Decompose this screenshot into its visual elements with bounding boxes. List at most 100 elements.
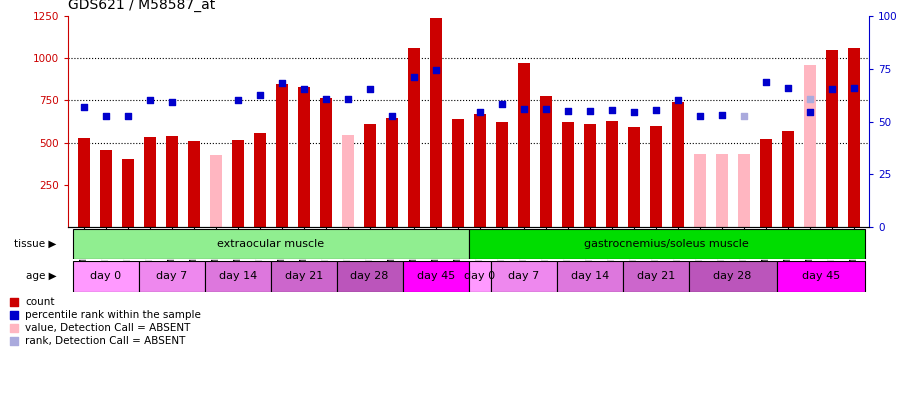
- Text: extraocular muscle: extraocular muscle: [217, 239, 324, 249]
- Bar: [693, 154, 705, 227]
- Point: [275, 79, 289, 86]
- Point: [318, 96, 333, 102]
- Bar: [166, 136, 177, 227]
- Point: [165, 99, 179, 105]
- Bar: [469, 229, 864, 259]
- Bar: [122, 159, 134, 227]
- Bar: [847, 48, 860, 227]
- Bar: [209, 155, 222, 227]
- Point: [297, 85, 311, 92]
- Bar: [496, 122, 508, 227]
- Point: [270, 256, 285, 263]
- Text: gastrocnemius/soleus muscle: gastrocnemius/soleus muscle: [584, 239, 749, 249]
- Bar: [138, 261, 205, 292]
- Point: [362, 85, 377, 92]
- Text: value, Detection Call = ABSENT: value, Detection Call = ABSENT: [25, 323, 190, 333]
- Point: [142, 97, 157, 104]
- Point: [758, 79, 773, 85]
- Point: [384, 112, 399, 119]
- Point: [120, 112, 135, 119]
- Point: [648, 107, 662, 113]
- Text: day 28: day 28: [350, 271, 389, 281]
- Point: [270, 137, 285, 143]
- Bar: [473, 114, 486, 227]
- Point: [582, 108, 597, 115]
- Bar: [622, 261, 689, 292]
- Text: count: count: [25, 297, 55, 307]
- Text: day 14: day 14: [218, 271, 257, 281]
- Point: [781, 85, 795, 91]
- Text: day 0: day 0: [464, 271, 495, 281]
- Bar: [760, 139, 772, 227]
- Bar: [490, 261, 557, 292]
- Bar: [386, 118, 398, 227]
- Bar: [825, 50, 838, 227]
- Bar: [540, 96, 551, 227]
- Bar: [451, 119, 464, 227]
- Bar: [557, 261, 622, 292]
- Bar: [73, 261, 138, 292]
- Point: [230, 96, 245, 103]
- Point: [604, 107, 619, 113]
- Point: [671, 96, 685, 103]
- Point: [736, 112, 751, 119]
- Bar: [469, 261, 490, 292]
- Bar: [364, 124, 376, 227]
- Point: [846, 85, 861, 91]
- Bar: [276, 83, 288, 227]
- Point: [561, 108, 575, 115]
- Bar: [341, 135, 354, 227]
- Text: day 45: day 45: [417, 271, 455, 281]
- Point: [472, 109, 487, 115]
- Point: [539, 106, 553, 112]
- Bar: [187, 141, 199, 227]
- Bar: [73, 229, 469, 259]
- Point: [340, 96, 355, 102]
- Text: day 21: day 21: [285, 271, 323, 281]
- Bar: [430, 18, 441, 227]
- Point: [429, 67, 443, 73]
- Bar: [628, 128, 640, 227]
- Bar: [776, 261, 864, 292]
- Bar: [402, 261, 469, 292]
- Bar: [408, 48, 420, 227]
- Point: [252, 92, 267, 99]
- Point: [714, 111, 729, 118]
- Text: day 45: day 45: [802, 271, 840, 281]
- Bar: [337, 261, 402, 292]
- Text: GDS621 / M58587_at: GDS621 / M58587_at: [68, 0, 216, 12]
- Point: [407, 74, 421, 80]
- Text: day 7: day 7: [156, 271, 187, 281]
- Bar: [804, 65, 815, 227]
- Bar: [715, 154, 728, 227]
- Point: [693, 112, 707, 119]
- Bar: [672, 102, 683, 227]
- Point: [98, 112, 113, 119]
- Bar: [605, 121, 618, 227]
- Bar: [689, 261, 776, 292]
- Text: rank, Detection Call = ABSENT: rank, Detection Call = ABSENT: [25, 337, 186, 346]
- Bar: [518, 63, 530, 227]
- Point: [516, 106, 531, 112]
- Text: day 0: day 0: [90, 271, 121, 281]
- Bar: [99, 150, 112, 227]
- Bar: [232, 140, 244, 227]
- Text: day 28: day 28: [713, 271, 752, 281]
- Point: [803, 96, 817, 102]
- Bar: [782, 131, 794, 227]
- Text: day 21: day 21: [636, 271, 675, 281]
- Bar: [270, 261, 337, 292]
- Bar: [738, 154, 750, 227]
- Point: [494, 100, 509, 107]
- Bar: [254, 133, 266, 227]
- Point: [76, 104, 91, 111]
- Point: [270, 17, 285, 23]
- Bar: [205, 261, 270, 292]
- Point: [803, 109, 817, 115]
- Bar: [319, 98, 332, 227]
- Bar: [561, 122, 573, 227]
- Text: age ▶: age ▶: [26, 271, 56, 281]
- Bar: [583, 124, 596, 227]
- Bar: [77, 138, 90, 227]
- Point: [824, 86, 839, 93]
